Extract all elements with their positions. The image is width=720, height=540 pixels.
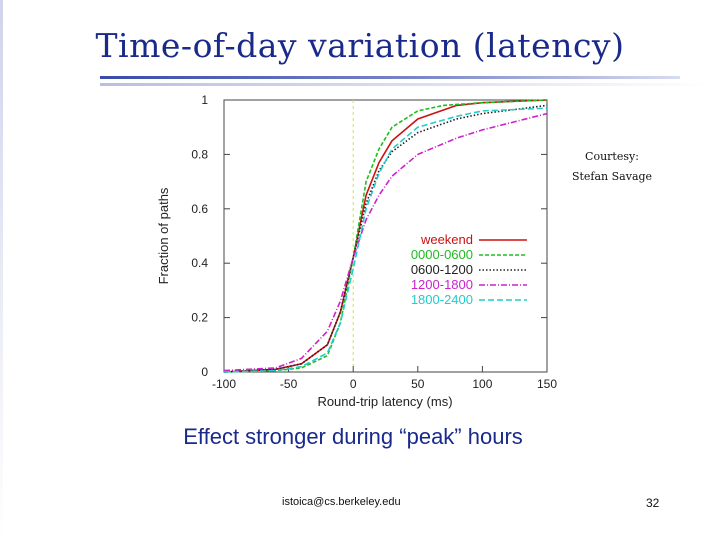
left-decor-bar — [0, 0, 3, 540]
x-tick-label: -100 — [212, 377, 236, 391]
legend-label-0600-1200: 0600-1200 — [411, 262, 473, 277]
title-underline — [100, 76, 680, 79]
x-tick-label: 100 — [472, 377, 492, 391]
courtesy-name: Stefan Savage — [571, 170, 653, 183]
series-line-0600-1200 — [223, 104, 548, 373]
y-tick-label: 0 — [201, 365, 208, 379]
y-tick-label: 1 — [201, 93, 208, 107]
x-tick-label: 150 — [537, 377, 557, 391]
footer-email: istoica@cs.berkeley.edu — [282, 496, 401, 508]
y-tick-label: 0.6 — [191, 202, 208, 216]
x-axis-title: Round-trip latency (ms) — [317, 394, 452, 409]
legend-label-1800-2400: 1800-2400 — [411, 292, 473, 307]
legend-label-weekend: weekend — [420, 232, 473, 247]
x-tick-label: 50 — [411, 377, 425, 391]
x-tick-label: -50 — [280, 377, 298, 391]
slide-subtitle: Effect stronger during “peak” hours — [183, 424, 523, 449]
courtesy-label: Courtesy: — [585, 150, 639, 163]
y-axis-title: Fraction of paths — [156, 187, 171, 284]
series-layer — [223, 99, 548, 373]
y-tick-label: 0.8 — [191, 147, 208, 161]
legend-label-0000-0600: 0000-0600 — [411, 247, 473, 262]
plot-frame — [223, 99, 548, 373]
legend: weekend0000-06000600-12001200-18001800-2… — [411, 232, 527, 307]
slide-title: Time-of-day variation (latency) — [95, 26, 625, 65]
page-number: 32 — [646, 496, 660, 510]
x-tick-label: 0 — [350, 377, 357, 391]
series-line-1200-1800 — [223, 112, 548, 372]
series-line-0000-0600 — [223, 99, 548, 373]
y-tick-label: 0.2 — [191, 311, 208, 325]
series-line-weekend — [223, 99, 548, 373]
latency-cdf-chart: -100 -50 0 50 100 150 0 0.2 0.4 0.6 0.8 1 weekend00… — [156, 93, 557, 409]
series-line-1800-2400 — [223, 107, 548, 373]
tick-layer: -100 -50 0 50 100 150 0 0.2 0.4 0.6 0.8 1 — [191, 93, 557, 391]
y-tick-label: 0.4 — [191, 256, 208, 270]
legend-label-1200-1800: 1200-1800 — [411, 277, 473, 292]
title-underline-light — [100, 83, 710, 86]
